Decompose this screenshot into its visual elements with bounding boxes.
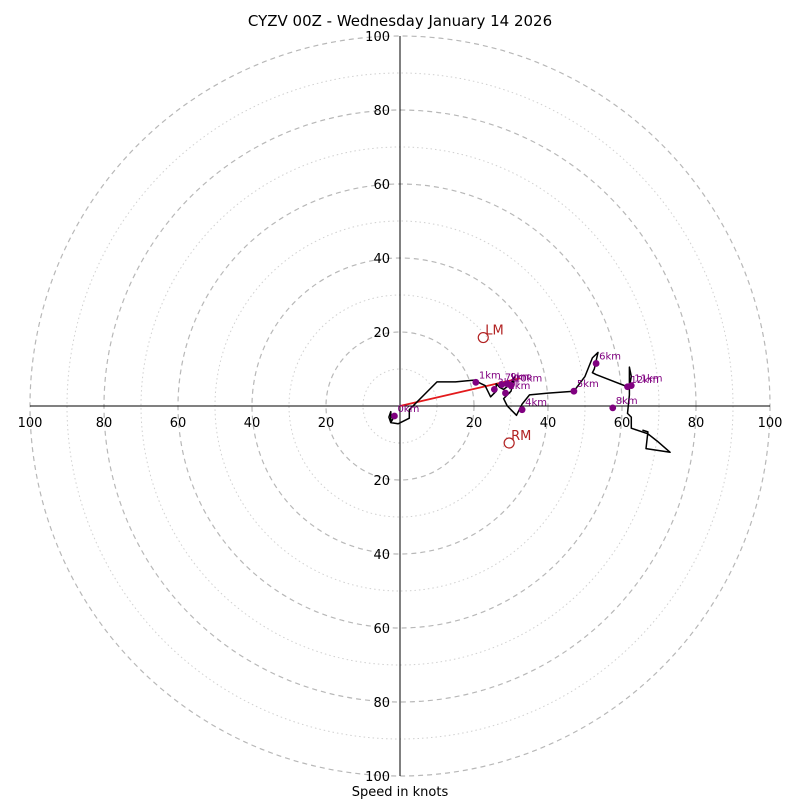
height-dot-12km: [624, 383, 631, 391]
storm-motion-label-lm: LM: [485, 324, 503, 339]
tick-label-north-100: 100: [365, 30, 390, 45]
height-label-7km: 7km: [505, 373, 527, 384]
height-label-10km: 10km: [514, 374, 542, 385]
chart-title: CYZV 00Z - Wednesday January 14 2026: [248, 12, 552, 30]
height-dot-8km: [609, 404, 617, 412]
tick-label-south-20: 20: [373, 474, 390, 489]
tick-label-west-40: 40: [244, 416, 261, 431]
height-label-8km: 8km: [616, 396, 638, 407]
tick-label-north-80: 80: [373, 104, 390, 119]
height-markers: 0km1km2km3km4km5km6km7km8km9km10km11km12…: [391, 351, 663, 420]
wind-profile: [388, 351, 671, 454]
tick-label-south-100: 100: [365, 770, 390, 785]
tick-label-north-60: 60: [373, 178, 390, 193]
tick-label-south-80: 80: [373, 696, 390, 711]
height-label-9km: 9km: [510, 372, 532, 383]
height-dot-1km: [472, 378, 480, 386]
height-label-1km: 1km: [479, 370, 501, 381]
axis-tick-labels: 20 20 20 20 40 40 40 40 60 60 60 60 80 80 80 80 100 100 10…: [18, 30, 783, 785]
tick-label-south-40: 40: [373, 548, 390, 563]
tick-label-east-100: 100: [758, 416, 783, 431]
tick-label-east-80: 80: [688, 416, 705, 431]
storm-motion-marker-rm: [503, 437, 515, 449]
height-dot-10km: [507, 382, 515, 390]
tick-label-west-100: 100: [18, 416, 43, 431]
tick-label-west-80: 80: [96, 416, 113, 431]
tick-label-west-20: 20: [318, 416, 335, 431]
height-label-11km: 11km: [634, 374, 662, 385]
storm-motion-label-rm: RM: [511, 429, 531, 444]
tick-label-east-60: 60: [614, 416, 631, 431]
height-label-0km: 0km: [397, 404, 419, 415]
height-dot-6km: [592, 360, 600, 367]
height-label-12km: 12km: [631, 375, 659, 386]
tick-label-south-60: 60: [373, 622, 390, 637]
height-dot-3km: [490, 385, 498, 393]
height-label-5km: 5km: [577, 379, 599, 390]
tick-label-east-40: 40: [540, 416, 557, 431]
tick-label-east-20: 20: [466, 416, 483, 431]
tick-label-north-20: 20: [373, 326, 390, 341]
tick-label-west-60: 60: [170, 416, 187, 431]
height-dot-2km: [502, 389, 509, 397]
x-axis-label: Speed in knots: [352, 785, 449, 800]
height-dot-4km: [518, 406, 526, 414]
storm-motion-marker-lm: [477, 331, 489, 344]
height-label-6km: 6km: [599, 351, 621, 362]
wind-profile-line: [388, 351, 671, 454]
storm-motion-markers: LM RM: [477, 324, 531, 449]
height-dot-7km: [498, 381, 506, 388]
height-dot-0km: [391, 412, 398, 420]
height-dot-5km: [570, 387, 578, 395]
height-label-2km: 2km: [508, 381, 530, 392]
height-label-4km: 4km: [525, 398, 547, 409]
tick-label-north-40: 40: [373, 252, 390, 267]
